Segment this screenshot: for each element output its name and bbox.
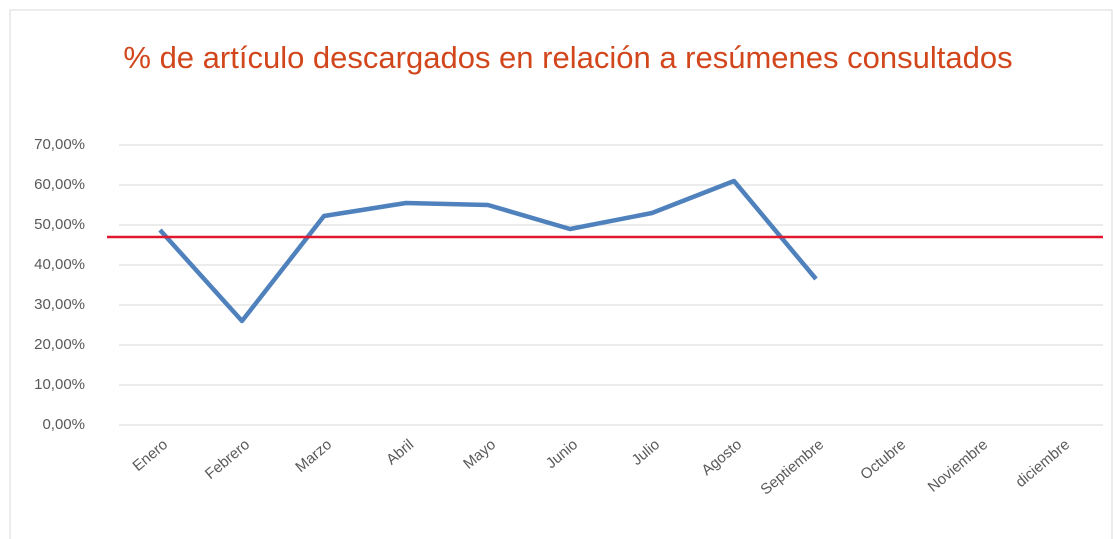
- line-series: [158, 178, 818, 324]
- y-tick-label: 30,00%: [34, 296, 85, 313]
- y-tick-label: 10,00%: [34, 376, 85, 393]
- y-tick-label: 20,00%: [34, 336, 85, 353]
- y-tick-label: 70,00%: [34, 136, 85, 153]
- y-tick-label: 0,00%: [42, 416, 85, 433]
- chart-title: % de artículo descargados en relación a …: [123, 40, 1012, 75]
- y-tick-label: 60,00%: [34, 176, 85, 193]
- y-tick-label: 40,00%: [34, 256, 85, 273]
- y-tick-label: 50,00%: [34, 216, 85, 233]
- chart-frame: [9, 9, 1113, 539]
